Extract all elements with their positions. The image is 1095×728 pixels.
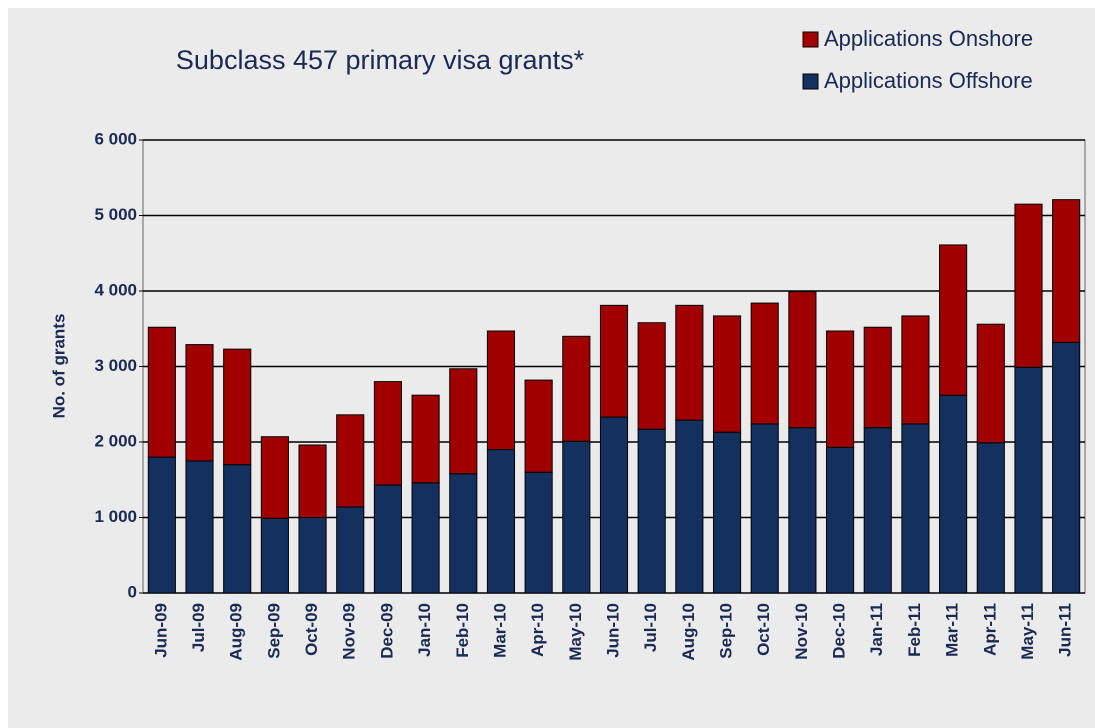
bar-segment bbox=[826, 330, 855, 448]
bar-segment bbox=[939, 394, 968, 594]
bar-segment bbox=[750, 302, 779, 425]
bar-segment bbox=[1014, 366, 1043, 594]
x-tick-label: Jun-10 bbox=[603, 603, 622, 658]
y-tick-label: 4 000 bbox=[94, 280, 137, 299]
x-tick-label: Jan-10 bbox=[415, 603, 434, 657]
x-tick-label: Feb-11 bbox=[905, 603, 924, 657]
bar-segment bbox=[373, 381, 402, 486]
y-tick-label: 5 000 bbox=[94, 205, 137, 224]
x-tick-label: Jul-10 bbox=[641, 603, 660, 652]
bar-segment bbox=[260, 436, 289, 519]
y-tick-label: 1 000 bbox=[94, 507, 137, 526]
x-tick-label: Jun-11 bbox=[1056, 603, 1075, 657]
legend-label: Applications Offshore bbox=[824, 68, 1033, 93]
y-tick-label: 6 000 bbox=[94, 129, 137, 148]
x-tick-label: Jan-11 bbox=[867, 603, 886, 656]
x-tick-label: Apr-10 bbox=[528, 603, 547, 657]
bar-segment bbox=[976, 323, 1005, 444]
bar-segment bbox=[712, 431, 742, 594]
bar-segment bbox=[1014, 203, 1043, 368]
bar-segment bbox=[976, 442, 1005, 594]
bar-segment bbox=[788, 291, 817, 429]
bar-segment bbox=[298, 444, 327, 518]
x-tick-label: Dec-09 bbox=[377, 603, 396, 659]
x-tick-label: Mar-11 bbox=[943, 603, 962, 657]
bar-segment bbox=[524, 471, 553, 594]
bar-segment bbox=[712, 315, 742, 433]
x-tick-label: Aug-09 bbox=[227, 603, 246, 661]
bar-segment bbox=[449, 473, 478, 594]
bar-segment bbox=[788, 427, 817, 594]
bar-segment bbox=[562, 440, 591, 594]
bar-segment bbox=[1052, 341, 1081, 594]
bar-segment bbox=[863, 427, 892, 594]
y-tick-label: 3 000 bbox=[94, 356, 137, 375]
bar-segment bbox=[863, 326, 892, 429]
bar-segment bbox=[637, 322, 666, 430]
bar-segment bbox=[637, 428, 666, 594]
bar-segment bbox=[185, 460, 214, 594]
y-tick-label: 2 000 bbox=[94, 431, 137, 450]
bar-segment bbox=[223, 464, 252, 594]
x-tick-label: Oct-09 bbox=[302, 603, 321, 656]
bar-segment bbox=[411, 482, 440, 594]
bar-segment bbox=[599, 416, 629, 594]
bar-segment bbox=[147, 456, 176, 594]
bar-segment bbox=[901, 423, 930, 594]
bar-segment bbox=[336, 414, 365, 508]
legend-swatch bbox=[802, 73, 819, 90]
bar-segment bbox=[901, 315, 930, 425]
x-tick-label: Dec-10 bbox=[830, 603, 849, 659]
bar-segment bbox=[599, 304, 629, 418]
x-tick-label: Jun-09 bbox=[151, 603, 170, 658]
bar-segment bbox=[298, 517, 327, 594]
y-axis-label: No. of grants bbox=[49, 314, 68, 419]
x-tick-label: Aug-10 bbox=[679, 603, 698, 661]
x-tick-label: May-11 bbox=[1018, 603, 1037, 660]
x-tick-label: Nov-09 bbox=[340, 603, 359, 660]
bar-segment bbox=[147, 326, 176, 458]
bar-segment bbox=[373, 484, 402, 594]
x-tick-label: Nov-10 bbox=[792, 603, 811, 660]
bar-segment bbox=[486, 330, 516, 451]
x-tick-label: Sep-10 bbox=[717, 603, 736, 659]
bar-segment bbox=[486, 449, 516, 594]
chart-title: Subclass 457 primary visa grants* bbox=[176, 45, 585, 75]
x-tick-label: Sep-09 bbox=[264, 603, 283, 659]
x-tick-label: May-10 bbox=[566, 603, 585, 661]
x-tick-label: Jul-09 bbox=[189, 603, 208, 652]
bar-segment bbox=[1052, 199, 1081, 343]
bar-segment bbox=[449, 368, 478, 475]
x-tick-label: Apr-11 bbox=[980, 603, 999, 656]
legend-swatch bbox=[802, 31, 819, 48]
bar-segment bbox=[336, 506, 365, 594]
bar-segment bbox=[750, 423, 779, 594]
bar-segment bbox=[562, 335, 591, 442]
bar-segment bbox=[675, 419, 704, 594]
bar-segment bbox=[939, 244, 968, 396]
x-tick-label: Mar-10 bbox=[490, 603, 509, 658]
bar-segment bbox=[826, 446, 855, 594]
x-tick-label: Oct-10 bbox=[754, 603, 773, 656]
bar-segment bbox=[411, 394, 440, 484]
bar-segment bbox=[675, 304, 704, 421]
bar-segment bbox=[524, 379, 553, 473]
bar-segment bbox=[223, 348, 252, 466]
bar-segment bbox=[185, 344, 214, 462]
legend-label: Applications Onshore bbox=[824, 26, 1033, 51]
x-tick-label: Feb-10 bbox=[453, 603, 472, 658]
bar-segment bbox=[260, 517, 289, 594]
y-tick-label: 0 bbox=[128, 582, 137, 601]
